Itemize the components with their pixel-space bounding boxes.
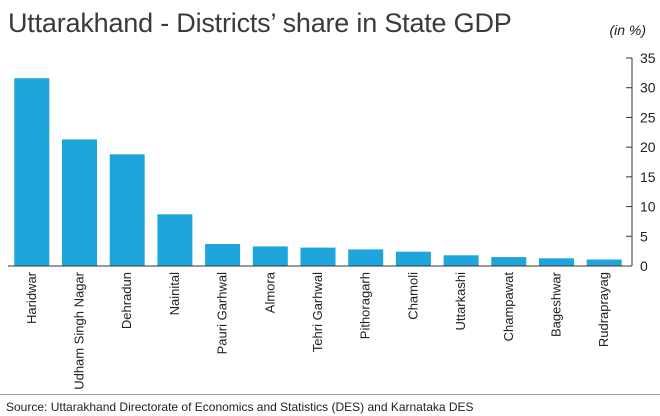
y-tick-label: 0 xyxy=(640,258,648,274)
bar-pithoragarh xyxy=(348,249,384,266)
x-tick-label: Dehradun xyxy=(119,272,134,329)
x-labels-group: Haridwar Udham Singh Nagar Dehradun Nainita… xyxy=(24,271,611,390)
y-axis: 0 5 10 15 20 25 30 35 xyxy=(8,50,656,274)
bar-bageshwar xyxy=(539,258,574,266)
bar-chart: Haridwar Udham Singh Nagar Dehradun Nainita… xyxy=(8,50,656,390)
y-tick-label: 15 xyxy=(640,169,656,185)
bar-dehradun xyxy=(109,154,145,266)
x-tick-label: Almora xyxy=(262,271,277,313)
bar-almora xyxy=(252,246,288,266)
bar-champawat xyxy=(491,257,527,266)
bar-haridwar xyxy=(14,78,50,266)
y-tick-label: 20 xyxy=(640,139,656,155)
bar-chamoli xyxy=(395,251,431,266)
chart-title: Uttarakhand - Districts’ share in State … xyxy=(8,8,512,38)
source-note: Source: Uttarakhand Directorate of Econo… xyxy=(6,400,474,414)
bar-uttarkashi xyxy=(443,255,479,266)
bar-nainital xyxy=(157,214,193,266)
bar-udham-singh-nagar xyxy=(62,139,97,266)
y-tick-label: 30 xyxy=(640,80,656,96)
bar-pauri-garhwal xyxy=(205,244,241,266)
bar-tehri-garhwal xyxy=(300,247,336,266)
bar-rudraprayag xyxy=(586,259,622,266)
footer-divider xyxy=(0,394,660,395)
x-tick-label: Nainital xyxy=(167,272,182,315)
x-tick-label: Pithoragarh xyxy=(358,272,373,339)
bars-group xyxy=(14,78,622,266)
unit-label: (in %) xyxy=(609,22,646,38)
x-tick-label: Tehri Garhwal xyxy=(310,272,325,352)
y-tick-label: 10 xyxy=(640,199,656,215)
x-tick-label: Haridwar xyxy=(24,271,39,324)
x-tick-label: Bageshwar xyxy=(549,271,564,337)
x-tick-label: Chamoli xyxy=(405,272,420,320)
x-tick-label: Champawat xyxy=(501,272,516,342)
y-tick-label: 5 xyxy=(640,228,648,244)
x-tick-label: Udham Singh Nagar xyxy=(72,271,87,389)
y-tick-label: 25 xyxy=(640,109,656,125)
x-tick-label: Rudraprayag xyxy=(596,272,611,347)
y-tick-label: 35 xyxy=(640,50,656,66)
x-tick-label: Uttarkashi xyxy=(453,272,468,331)
x-tick-label: Pauri Garhwal xyxy=(215,272,230,354)
